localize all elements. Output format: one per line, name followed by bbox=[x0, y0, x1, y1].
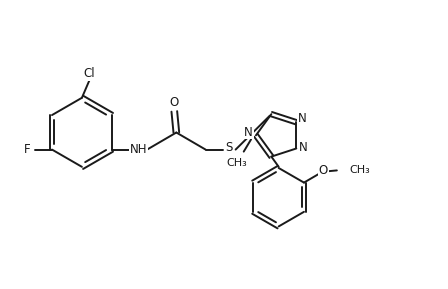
Text: O: O bbox=[319, 164, 328, 177]
Text: N: N bbox=[297, 112, 306, 125]
Text: Cl: Cl bbox=[83, 67, 95, 80]
Text: O: O bbox=[170, 96, 179, 109]
Text: N: N bbox=[299, 141, 308, 154]
Text: CH₃: CH₃ bbox=[226, 158, 247, 168]
Text: NH: NH bbox=[129, 143, 147, 156]
Text: S: S bbox=[225, 141, 233, 154]
Text: N: N bbox=[244, 126, 253, 139]
Text: CH₃: CH₃ bbox=[349, 165, 370, 175]
Text: F: F bbox=[24, 143, 30, 156]
